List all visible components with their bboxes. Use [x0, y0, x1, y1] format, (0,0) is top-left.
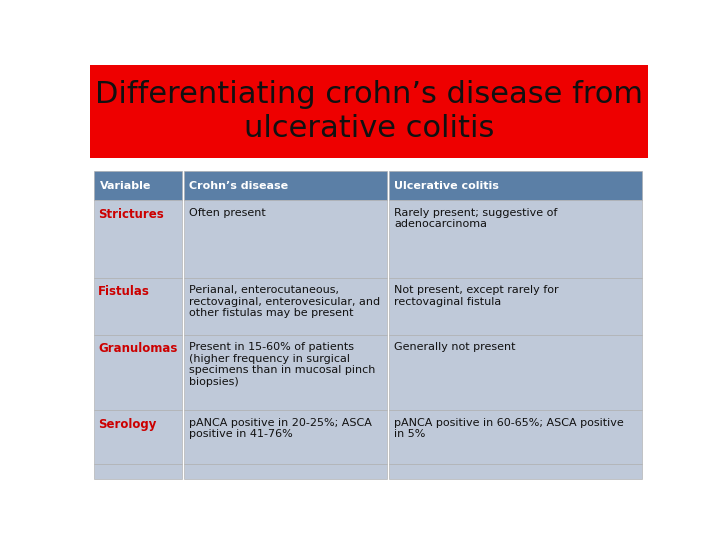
- FancyBboxPatch shape: [184, 200, 387, 278]
- Text: Often present: Often present: [189, 208, 266, 218]
- Text: pANCA positive in 20-25%; ASCA
positive in 41-76%: pANCA positive in 20-25%; ASCA positive …: [189, 418, 372, 440]
- Text: Present in 15-60% of patients
(higher frequency in surgical
specimens than in mu: Present in 15-60% of patients (higher fr…: [189, 342, 376, 387]
- Text: Crohn’s disease: Crohn’s disease: [189, 180, 289, 191]
- FancyBboxPatch shape: [389, 278, 642, 335]
- FancyBboxPatch shape: [184, 278, 387, 335]
- Text: Perianal, enterocutaneous,
rectovaginal, enterovesicular, and
other fistulas may: Perianal, enterocutaneous, rectovaginal,…: [189, 285, 380, 319]
- FancyBboxPatch shape: [94, 278, 182, 335]
- Text: Fistulas: Fistulas: [99, 285, 150, 298]
- FancyBboxPatch shape: [389, 335, 642, 410]
- FancyBboxPatch shape: [184, 335, 387, 410]
- Text: Differentiating crohn’s disease from
ulcerative colitis: Differentiating crohn’s disease from ulc…: [95, 80, 643, 143]
- Text: Generally not present: Generally not present: [394, 342, 516, 352]
- FancyBboxPatch shape: [389, 410, 642, 464]
- FancyBboxPatch shape: [94, 335, 182, 410]
- Text: Ulcerative colitis: Ulcerative colitis: [394, 180, 499, 191]
- FancyBboxPatch shape: [94, 200, 182, 278]
- FancyBboxPatch shape: [184, 464, 387, 478]
- Text: Rarely present; suggestive of
adenocarcinoma: Rarely present; suggestive of adenocarci…: [394, 208, 557, 230]
- Text: Strictures: Strictures: [99, 208, 164, 221]
- FancyBboxPatch shape: [94, 410, 182, 464]
- Text: Granulomas: Granulomas: [99, 342, 178, 355]
- FancyBboxPatch shape: [184, 171, 387, 200]
- FancyBboxPatch shape: [389, 171, 642, 200]
- FancyBboxPatch shape: [389, 464, 642, 478]
- Text: Variable: Variable: [99, 180, 151, 191]
- Text: Not present, except rarely for
rectovaginal fistula: Not present, except rarely for rectovagi…: [394, 285, 559, 307]
- FancyBboxPatch shape: [184, 410, 387, 464]
- Text: pANCA positive in 60-65%; ASCA positive
in 5%: pANCA positive in 60-65%; ASCA positive …: [394, 418, 624, 440]
- FancyBboxPatch shape: [90, 65, 648, 158]
- FancyBboxPatch shape: [94, 171, 182, 200]
- Text: Serology: Serology: [99, 418, 157, 431]
- FancyBboxPatch shape: [94, 464, 182, 478]
- FancyBboxPatch shape: [389, 200, 642, 278]
